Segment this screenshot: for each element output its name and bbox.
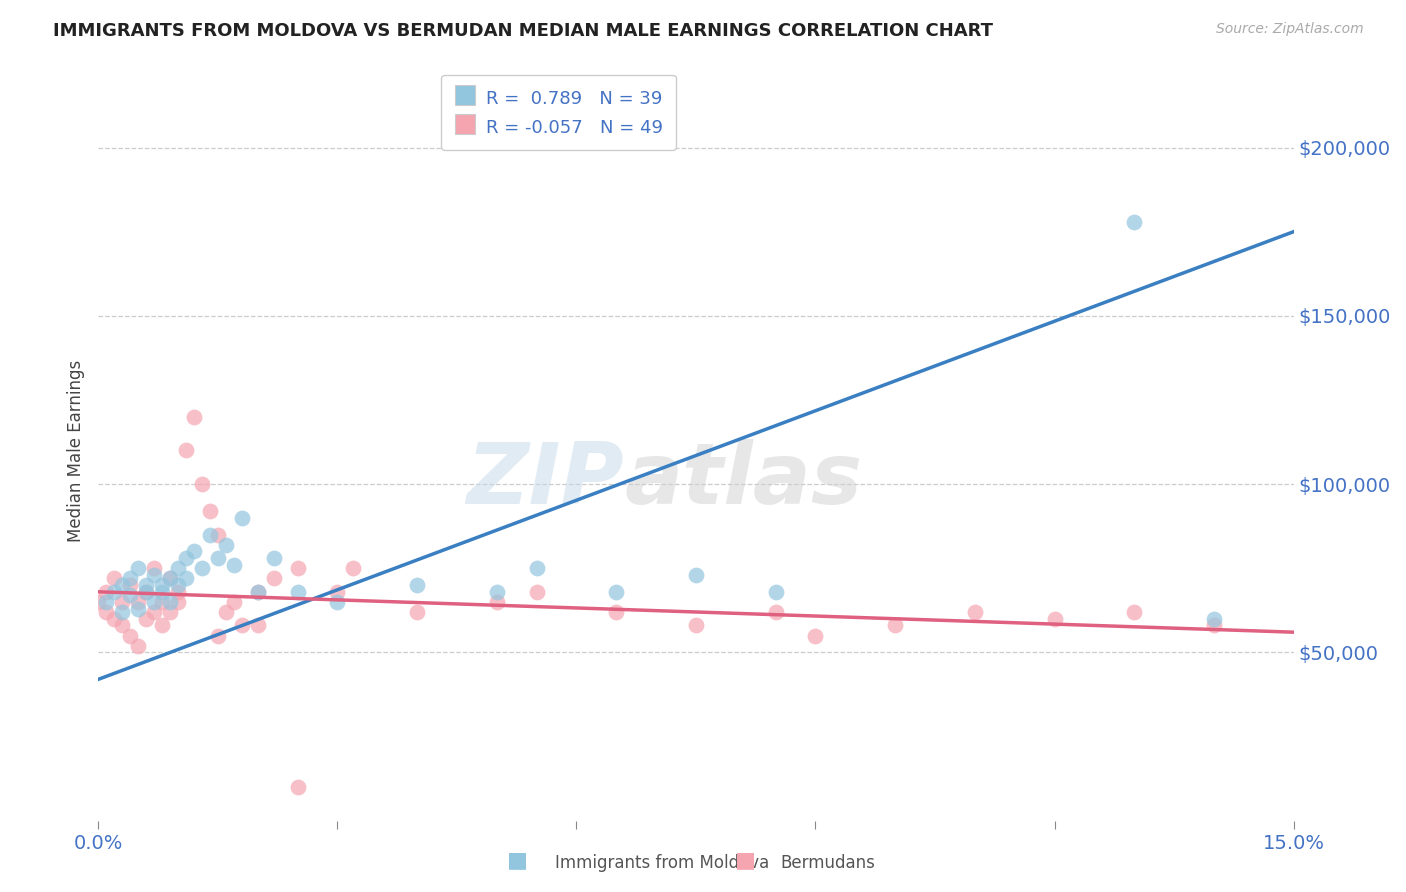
Point [111, 595, 134, 609]
Point [103, 612, 125, 626]
Point [159, 571, 181, 585]
Point [1043, 612, 1066, 626]
Point [159, 571, 181, 585]
Point [135, 578, 157, 592]
Point [174, 443, 197, 458]
Point [150, 595, 173, 609]
Point [605, 584, 627, 599]
Point [263, 551, 285, 566]
Point [765, 605, 787, 619]
Point [150, 618, 173, 632]
Point [526, 584, 548, 599]
Point [191, 477, 214, 491]
Point [174, 571, 197, 585]
Point [111, 578, 134, 592]
Text: ZIP: ZIP [467, 439, 624, 522]
Point [96, 595, 118, 609]
Point [150, 584, 173, 599]
Point [406, 605, 429, 619]
Point [96, 605, 118, 619]
Point [765, 584, 787, 599]
Point [685, 568, 707, 582]
Point [127, 561, 149, 575]
Point [183, 409, 205, 424]
Text: atlas: atlas [624, 439, 862, 522]
Point [246, 618, 269, 632]
Point [120, 588, 142, 602]
Point [198, 504, 221, 518]
Point [207, 551, 229, 566]
Point [215, 538, 238, 552]
Text: IMMIGRANTS FROM MOLDOVA VS BERMUDAN MEDIAN MALE EARNINGS CORRELATION CHART: IMMIGRANTS FROM MOLDOVA VS BERMUDAN MEDI… [53, 22, 994, 40]
Point [326, 595, 349, 609]
Point [111, 605, 134, 619]
Point [326, 584, 349, 599]
Point [485, 584, 508, 599]
Point [231, 510, 253, 524]
Text: Bermudans: Bermudans [780, 855, 875, 872]
Point [191, 561, 214, 575]
Point [246, 584, 269, 599]
Text: Source: ZipAtlas.com: Source: ZipAtlas.com [1216, 22, 1364, 37]
Point [685, 618, 707, 632]
Text: ■: ■ [508, 850, 527, 870]
Point [207, 628, 229, 642]
Point [1123, 214, 1146, 228]
Text: ■: ■ [735, 850, 755, 870]
Point [167, 561, 190, 575]
Point [174, 551, 197, 566]
Point [246, 584, 269, 599]
Point [127, 639, 149, 653]
Point [167, 595, 190, 609]
Point [159, 605, 181, 619]
Point [222, 558, 245, 572]
Point [127, 595, 149, 609]
Point [485, 595, 508, 609]
Point [263, 571, 285, 585]
Point [287, 584, 309, 599]
Point [103, 584, 125, 599]
Point [804, 628, 827, 642]
Text: Immigrants from Moldova: Immigrants from Moldova [555, 855, 769, 872]
Point [526, 561, 548, 575]
Point [884, 618, 907, 632]
Point [143, 605, 166, 619]
Point [342, 561, 364, 575]
Point [120, 571, 142, 585]
Point [1123, 605, 1146, 619]
Point [198, 527, 221, 541]
Point [222, 595, 245, 609]
Legend: R =  0.789   N = 39, R = -0.057   N = 49: R = 0.789 N = 39, R = -0.057 N = 49 [441, 75, 676, 150]
Y-axis label: Median Male Earnings: Median Male Earnings [66, 359, 84, 541]
Point [287, 561, 309, 575]
Point [231, 618, 253, 632]
Point [1202, 612, 1225, 626]
Point [167, 584, 190, 599]
Point [135, 584, 157, 599]
Point [111, 618, 134, 632]
Point [406, 578, 429, 592]
Point [167, 578, 190, 592]
Point [143, 595, 166, 609]
Point [87, 595, 110, 609]
Point [1202, 618, 1225, 632]
Point [143, 561, 166, 575]
Point [135, 584, 157, 599]
Point [120, 578, 142, 592]
Point [103, 571, 125, 585]
Point [183, 544, 205, 558]
Point [963, 605, 986, 619]
Point [143, 568, 166, 582]
Point [215, 605, 238, 619]
Point [159, 595, 181, 609]
Point [207, 527, 229, 541]
Point [605, 605, 627, 619]
Point [96, 584, 118, 599]
Point [287, 780, 309, 794]
Point [120, 628, 142, 642]
Point [135, 612, 157, 626]
Point [150, 578, 173, 592]
Point [127, 601, 149, 615]
